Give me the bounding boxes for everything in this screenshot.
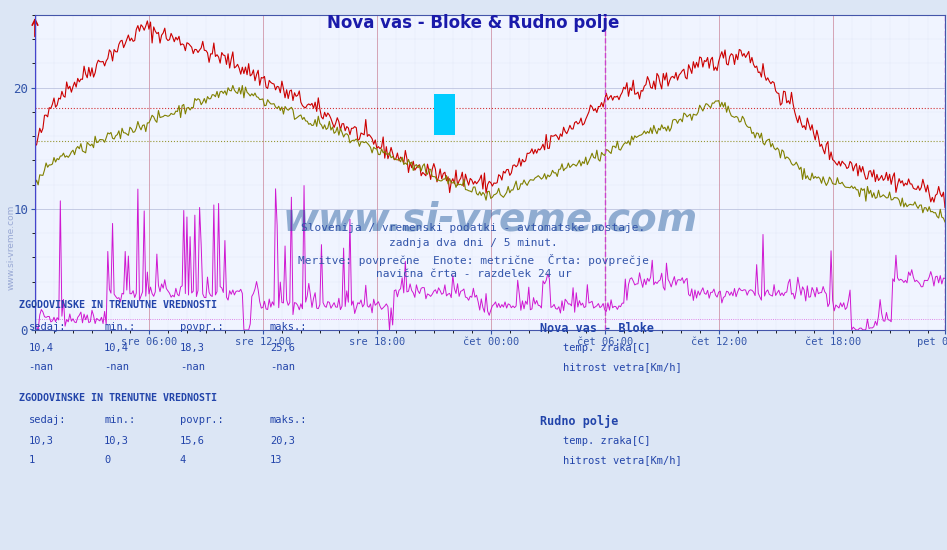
Text: 10,4: 10,4 [28,343,53,353]
Text: 18,3: 18,3 [180,343,205,353]
Text: 13: 13 [270,455,282,465]
Polygon shape [435,94,456,135]
Text: min.:: min.: [104,322,135,332]
Text: www.si-vreme.com: www.si-vreme.com [7,205,16,290]
Text: www.si-vreme.com: www.si-vreme.com [282,201,698,239]
Text: 20,3: 20,3 [270,436,295,446]
Text: -nan: -nan [270,362,295,372]
Text: temp. zraka[C]: temp. zraka[C] [563,436,651,446]
Text: Rudno polje: Rudno polje [540,415,618,428]
Text: maks.:: maks.: [270,322,308,332]
Text: 10,3: 10,3 [28,436,53,446]
Text: Nova vas - Bloke & Rudno polje: Nova vas - Bloke & Rudno polje [328,14,619,32]
Text: zadnja dva dni / 5 minut.: zadnja dva dni / 5 minut. [389,238,558,248]
Text: temp. zraka[C]: temp. zraka[C] [563,343,651,353]
Polygon shape [435,94,456,135]
Text: -nan: -nan [180,362,205,372]
Text: hitrost vetra[Km/h]: hitrost vetra[Km/h] [563,362,682,372]
Text: Nova vas - Bloke: Nova vas - Bloke [540,322,653,335]
Text: -nan: -nan [28,362,53,372]
Text: 4: 4 [180,455,187,465]
Text: maks.:: maks.: [270,415,308,425]
Text: ZGODOVINSKE IN TRENUTNE VREDNOSTI: ZGODOVINSKE IN TRENUTNE VREDNOSTI [19,393,217,403]
Text: min.:: min.: [104,415,135,425]
Text: sedaj:: sedaj: [28,322,66,332]
Text: 0: 0 [104,455,111,465]
Text: sedaj:: sedaj: [28,415,66,425]
Text: povpr.:: povpr.: [180,415,223,425]
Text: 10,4: 10,4 [104,343,129,353]
Text: Meritve: povprečne  Enote: metrične  Črta: povprečje: Meritve: povprečne Enote: metrične Črta:… [298,254,649,266]
Text: povpr.:: povpr.: [180,322,223,332]
Text: 10,3: 10,3 [104,436,129,446]
Text: -nan: -nan [104,362,129,372]
Text: 25,6: 25,6 [270,343,295,353]
Text: hitrost vetra[Km/h]: hitrost vetra[Km/h] [563,455,682,465]
Text: 15,6: 15,6 [180,436,205,446]
Text: ZGODOVINSKE IN TRENUTNE VREDNOSTI: ZGODOVINSKE IN TRENUTNE VREDNOSTI [19,300,217,310]
Text: Slovenija / vremenski podatki - avtomatske postaje.: Slovenija / vremenski podatki - avtomats… [301,223,646,233]
Text: 1: 1 [28,455,35,465]
Text: navična črta - razdelek 24 ur: navična črta - razdelek 24 ur [376,269,571,279]
